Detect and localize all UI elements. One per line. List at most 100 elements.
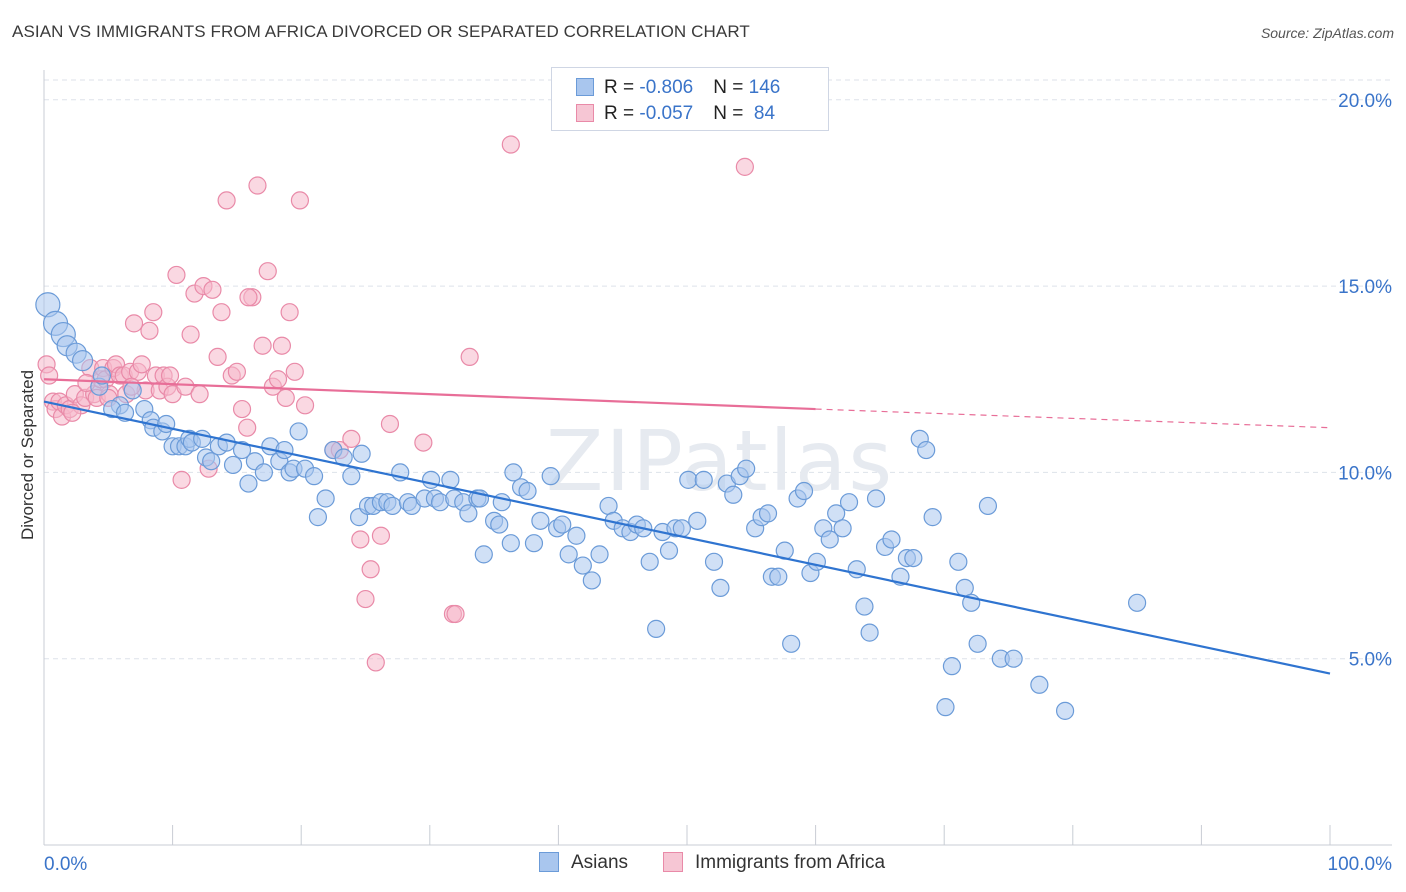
data-point-asians — [769, 567, 788, 586]
data-point-immigrants — [460, 347, 479, 366]
data-point-asians — [758, 504, 778, 523]
data-point-asians — [304, 467, 324, 486]
data-point-asians — [474, 545, 493, 564]
y-tick-labels: 5.0% 10.0% 15.0% 20.0% — [1338, 91, 1392, 671]
data-point-asians — [501, 534, 520, 553]
data-point-immigrants — [212, 303, 231, 322]
axes — [43, 70, 1392, 846]
data-point-immigrants — [285, 362, 304, 381]
data-point-asians — [839, 493, 859, 512]
data-point-immigrants — [361, 560, 380, 579]
legend-r-value: -0.057 — [639, 103, 694, 124]
data-point-asians — [531, 511, 550, 530]
data-point-asians — [223, 455, 243, 475]
data-point-asians — [316, 489, 335, 508]
legend-swatch-blue — [576, 78, 594, 96]
data-point-immigrants — [735, 157, 754, 176]
data-point-immigrants — [276, 388, 295, 407]
data-point-asians — [679, 470, 698, 489]
chart-title: ASIAN VS IMMIGRANTS FROM AFRICA DIVORCED… — [12, 22, 750, 41]
legend-swatch-immigrants — [663, 852, 683, 872]
data-point-immigrants — [203, 280, 222, 299]
data-point-immigrants — [167, 265, 186, 285]
data-point-asians — [92, 366, 111, 385]
data-point-asians — [860, 623, 879, 642]
data-point-asians — [590, 545, 609, 564]
data-point-asians — [640, 552, 659, 571]
legend-swatch-pink — [576, 104, 594, 122]
data-point-asians — [807, 552, 826, 571]
data-point-immigrants — [280, 303, 299, 322]
data-point-immigrants — [371, 526, 391, 545]
data-point-immigrants — [351, 530, 370, 549]
data-point-immigrants — [253, 336, 272, 355]
data-point-asians — [553, 515, 572, 534]
data-point-immigrants — [239, 288, 258, 307]
data-point-immigrants — [208, 347, 227, 366]
data-point-immigrants — [132, 355, 151, 374]
data-point-immigrants — [380, 414, 400, 434]
data-point-asians — [202, 452, 221, 471]
data-point-immigrants — [501, 135, 520, 154]
data-point-asians — [559, 545, 578, 564]
watermark: ZIPatlas — [546, 412, 894, 510]
data-point-asians — [904, 549, 923, 568]
data-point-asians — [518, 481, 537, 501]
data-point-asians — [342, 467, 361, 486]
y-tick-label: 15.0% — [1338, 277, 1392, 298]
legend-r-label: R = — [604, 103, 640, 124]
data-point-asians — [942, 657, 962, 676]
y-tick-label: 5.0% — [1349, 650, 1392, 671]
legend-swatch-asians — [539, 852, 559, 872]
legend-label-immigrants: Immigrants from Africa — [695, 852, 886, 873]
x-tick-label-max: 100.0% — [1328, 854, 1393, 875]
data-point-asians — [724, 485, 743, 504]
data-point-asians — [289, 422, 308, 441]
legend-r-value: -0.806 — [639, 77, 694, 98]
data-point-immigrants — [258, 262, 277, 281]
data-point-asians — [968, 634, 987, 653]
data-point-immigrants — [124, 314, 144, 333]
data-point-asians — [949, 552, 968, 571]
data-point-immigrants — [217, 191, 236, 210]
data-point-immigrants — [366, 653, 385, 672]
legend-n-label: N = — [713, 77, 749, 98]
data-point-asians — [459, 504, 478, 523]
correlation-legend: R = -0.806 N = 146 R = -0.057 N = 84 — [551, 67, 829, 131]
data-point-asians — [383, 496, 402, 516]
data-point-asians — [794, 481, 814, 501]
data-point-asians — [254, 463, 274, 482]
legend-item-immigrants-from-africa[interactable]: Immigrants from Africa — [663, 852, 885, 874]
x-tick-label-min: 0.0% — [44, 854, 87, 875]
data-point-immigrants — [248, 176, 267, 195]
legend-item-asians[interactable]: Asians — [539, 852, 628, 874]
data-point-immigrants — [172, 470, 191, 489]
data-point-immigrants — [446, 604, 465, 624]
data-point-asians — [866, 489, 886, 508]
data-point-asians — [308, 508, 328, 527]
data-point-immigrants — [342, 429, 361, 448]
legend-label-asians: Asians — [571, 852, 629, 873]
data-point-asians — [1030, 675, 1049, 694]
legend-row-asians: R = -0.806 N = 146 — [576, 77, 780, 99]
trend-line-asians — [43, 400, 1331, 675]
legend-r-label: R = — [604, 77, 640, 98]
trend-line-immigrants-extension — [815, 408, 1331, 429]
data-point-asians — [688, 511, 707, 530]
data-point-immigrants — [238, 418, 257, 437]
data-point-asians — [157, 414, 176, 434]
data-point-asians — [275, 440, 294, 460]
data-point-immigrants — [144, 303, 163, 322]
data-point-immigrants — [272, 336, 292, 355]
data-point-immigrants — [160, 366, 180, 385]
data-point-asians — [239, 474, 258, 493]
data-point-asians — [541, 467, 560, 486]
data-point-asians — [855, 597, 874, 616]
data-point-immigrants — [356, 589, 375, 609]
data-point-immigrants — [181, 325, 200, 344]
data-point-immigrants — [290, 191, 310, 210]
y-tick-label: 10.0% — [1338, 463, 1392, 484]
data-point-asians — [352, 444, 371, 463]
data-point-immigrants — [227, 362, 246, 381]
